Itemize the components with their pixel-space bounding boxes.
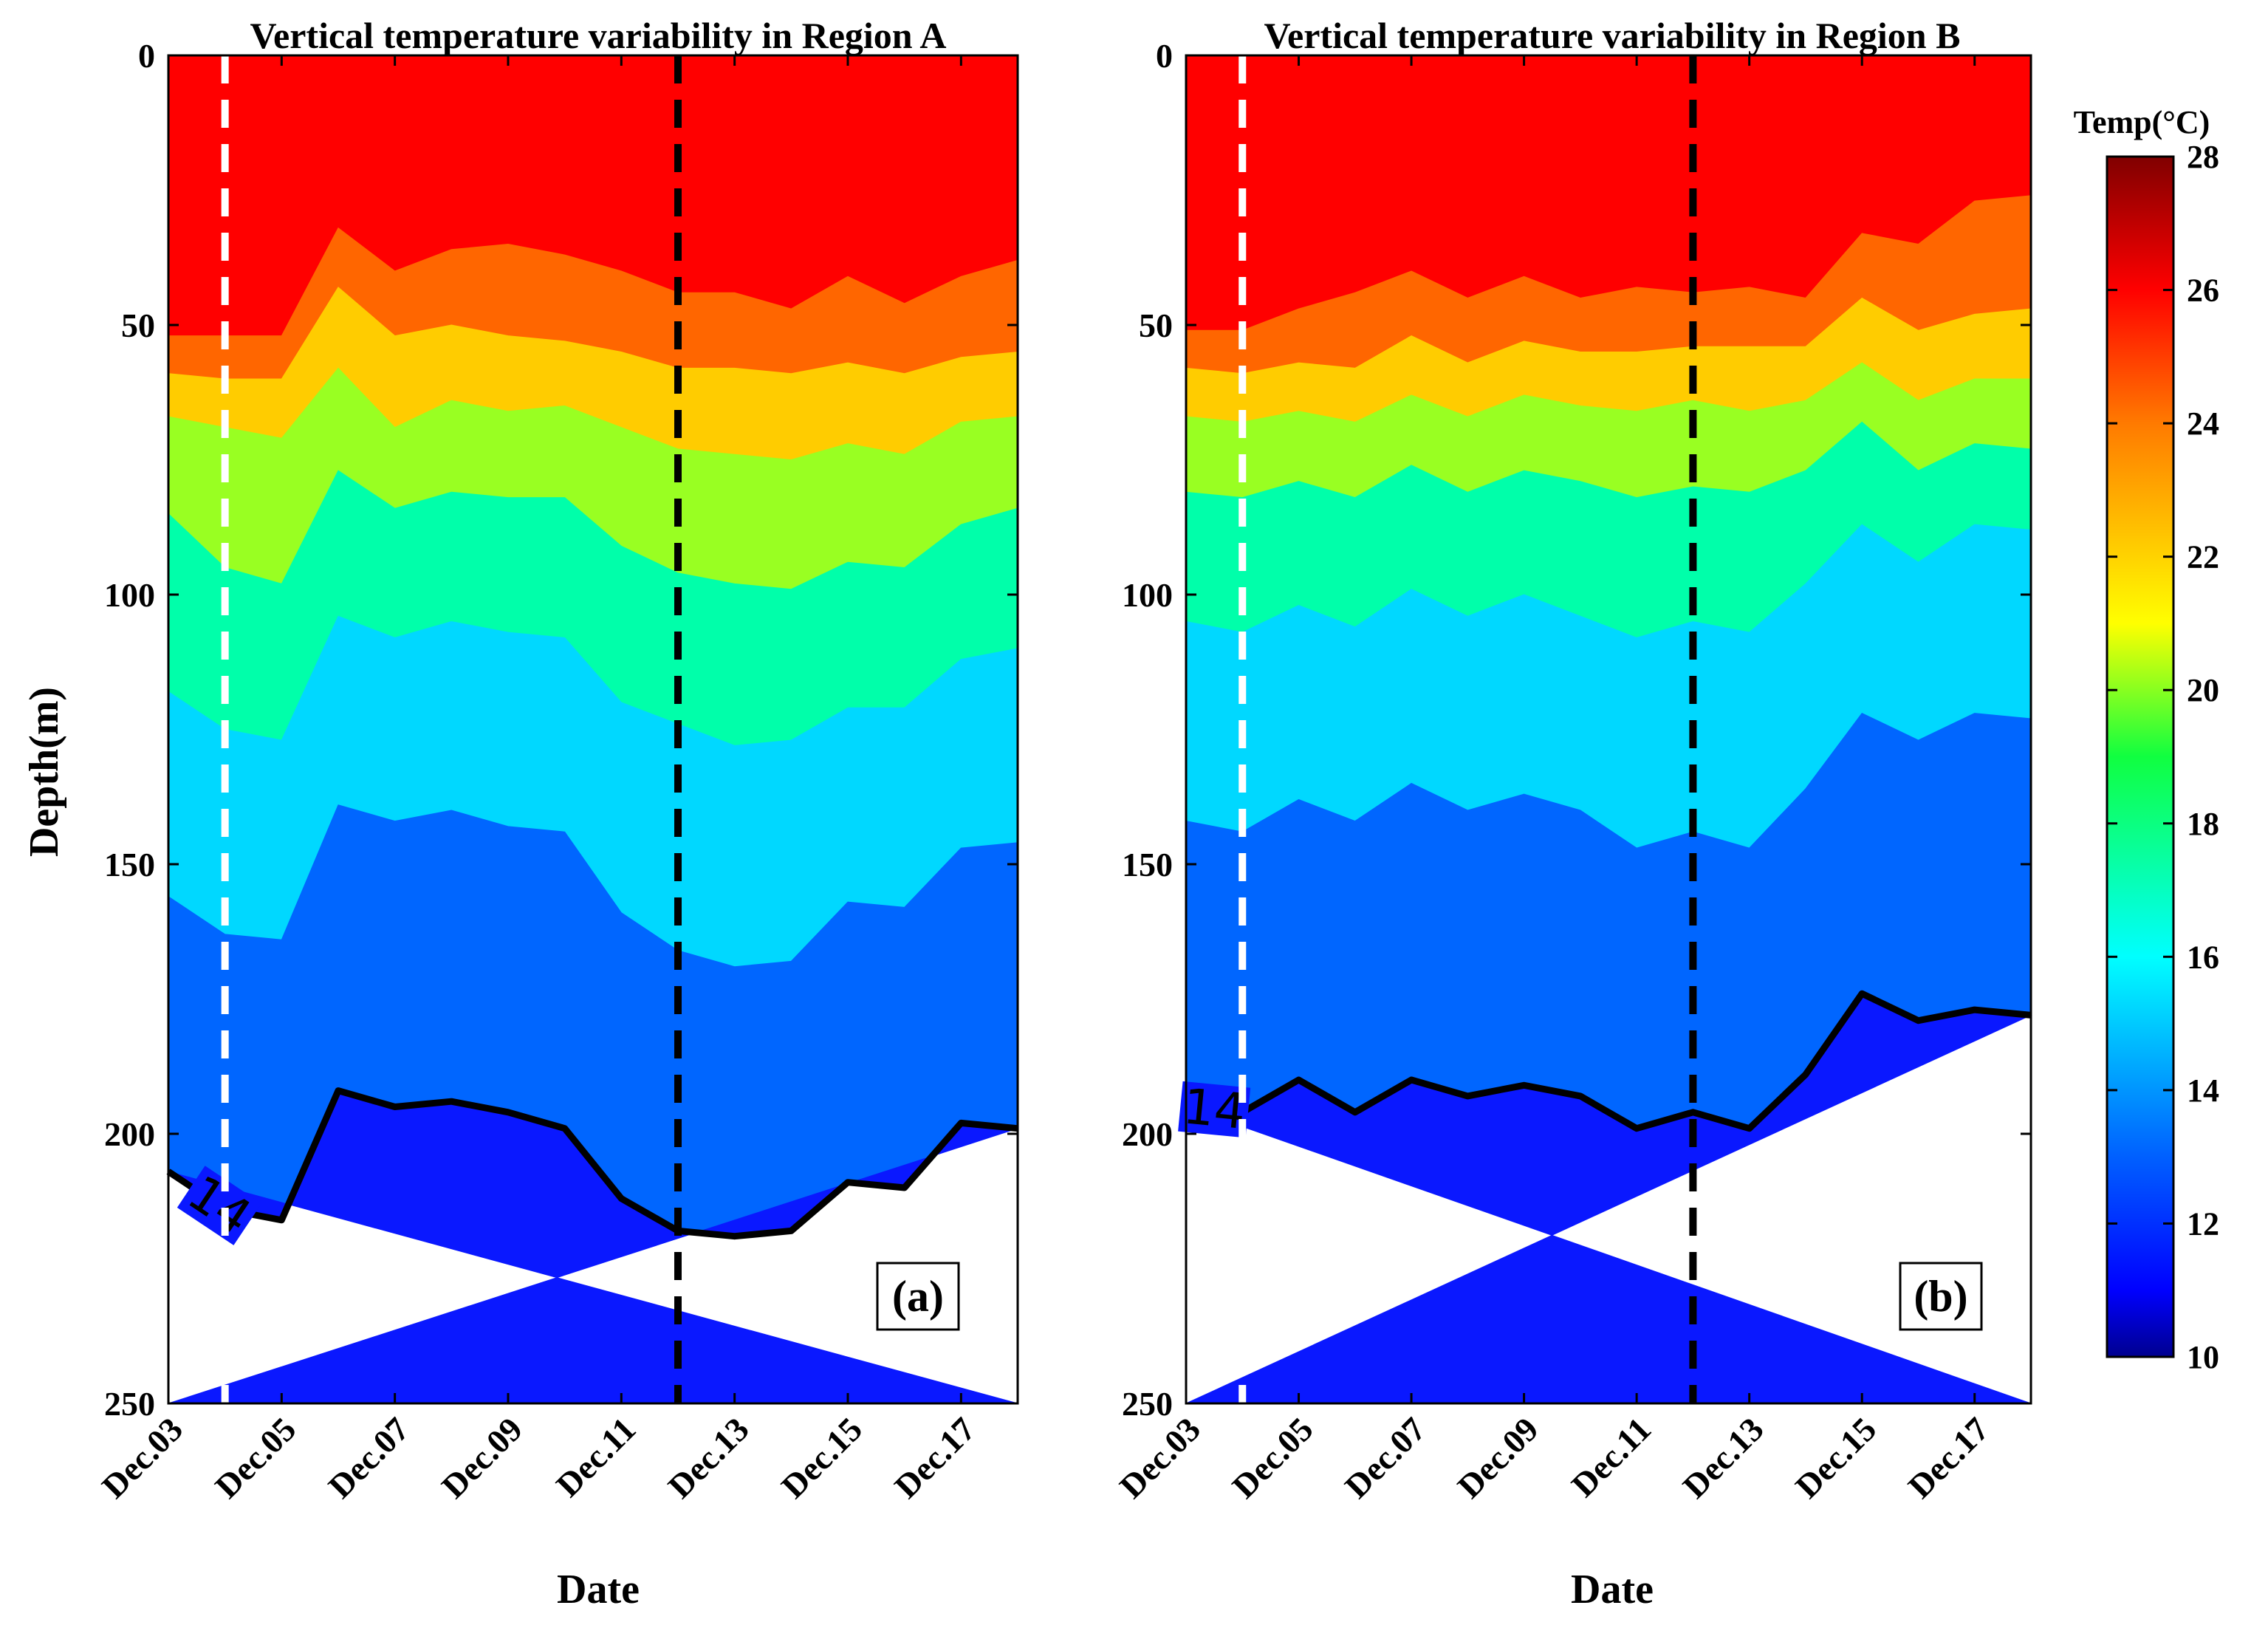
panel-a-title: Vertical temperature variability in Regi… [250, 15, 947, 56]
panel-a-x-tick-label: Dec.15 [774, 1410, 869, 1505]
panel-a-y-tick-label: 0 [138, 37, 155, 75]
colorbar-tick-label: 12 [2187, 1205, 2219, 1242]
panel-a-label-box: (a) [876, 1262, 960, 1331]
panel-b-axes-box [1185, 54, 2032, 1405]
panel-b-contour-14-line [1185, 990, 2032, 1132]
panel-a-contour-14-line [166, 1087, 1018, 1240]
colorbar-tick-label: 28 [2187, 139, 2219, 175]
panel-a-y-tick-label: 150 [104, 846, 155, 883]
panel-b-y-tick-label: 250 [1122, 1385, 1173, 1423]
panel-b-y-tick-label: 100 [1122, 576, 1173, 614]
colorbar-tick-label: 26 [2187, 273, 2219, 309]
panel-b-x-tick-label: Dec.17 [1901, 1410, 1996, 1505]
panel-b-label-box: (b) [1899, 1262, 1983, 1331]
panel-a-x-tick-label: Dec.09 [434, 1410, 530, 1505]
panel-b-x-axis-label: Date [1571, 1567, 1654, 1612]
panel-a-x-tick-label: Dec.17 [887, 1410, 982, 1505]
panel-b-x-tick-label: Dec.07 [1337, 1410, 1433, 1505]
panel-a-y-axis-label: Depth(m) [21, 687, 67, 857]
panel-b-y-tick-label: 0 [1156, 37, 1173, 75]
colorbar-tick-label: 14 [2187, 1072, 2219, 1109]
panel-b-x-tick-label: Dec.03 [1112, 1410, 1207, 1505]
panel-b-y-tick-label: 200 [1122, 1115, 1173, 1153]
colorbar-tick-label: 22 [2187, 539, 2219, 575]
panel-b-x-tick-label: Dec.05 [1225, 1410, 1320, 1505]
colorbar-tick-label: 16 [2187, 939, 2219, 975]
panel-a-x-axis-label: Date [557, 1567, 640, 1612]
panel-b-y-tick-label: 50 [1139, 307, 1173, 344]
panel-region-b: Vertical temperature variability in Regi… [1112, 15, 2032, 1612]
panel-a-y-tick-label: 100 [104, 576, 155, 614]
panel-b-x-tick-label: Dec.11 [1564, 1410, 1658, 1504]
panel-a-y-tick-label: 50 [121, 307, 155, 344]
colorbar-gradient [2106, 155, 2175, 1358]
colorbar-ticks: 10 12 14 16 18 20 22 24 26 28 [2107, 139, 2219, 1375]
panel-a-contour-label-bg [177, 1166, 262, 1245]
panel-a-label: (a) [892, 1272, 944, 1321]
panel-a-x-tick-label: Dec.03 [95, 1410, 190, 1505]
panel-b-label: (b) [1914, 1272, 1967, 1321]
panel-b-x-tick-label: Dec.15 [1788, 1410, 1883, 1505]
panel-a-x-tick-label: Dec.05 [208, 1410, 303, 1505]
panel-b-contour-label-bg [1178, 1081, 1251, 1138]
panel-b-title: Vertical temperature variability in Regi… [1264, 15, 1961, 56]
colorbar-tick-label: 20 [2187, 672, 2219, 708]
panel-a-y-tick-label: 200 [104, 1115, 155, 1153]
panel-a-x-tick-label: Dec.13 [661, 1410, 756, 1505]
panel-b-x-tick-label: Dec.09 [1450, 1410, 1546, 1505]
panel-b-x-tick-label: Dec.13 [1676, 1410, 1771, 1505]
colorbar-tick-label: 24 [2187, 406, 2219, 442]
panel-b-y-tick-label: 150 [1122, 846, 1173, 883]
colorbar-tick-label: 10 [2187, 1339, 2219, 1375]
colorbar-title: Temp(°C) [2074, 104, 2210, 140]
panel-a-axes-box [167, 54, 1019, 1405]
panel-b-contour-label: 14 [1181, 1078, 1248, 1140]
panel-region-a: Vertical temperature variability in Regi… [21, 15, 1019, 1612]
panel-a-x-tick-label: Dec.11 [549, 1410, 643, 1504]
panel-a-x-tick-label: Dec.07 [321, 1410, 417, 1505]
colorbar: Temp(°C) 10 12 14 16 18 20 22 24 26 28 [2074, 104, 2219, 1375]
panel-a-y-tick-label: 250 [104, 1385, 155, 1423]
colorbar-tick-label: 18 [2187, 806, 2219, 842]
